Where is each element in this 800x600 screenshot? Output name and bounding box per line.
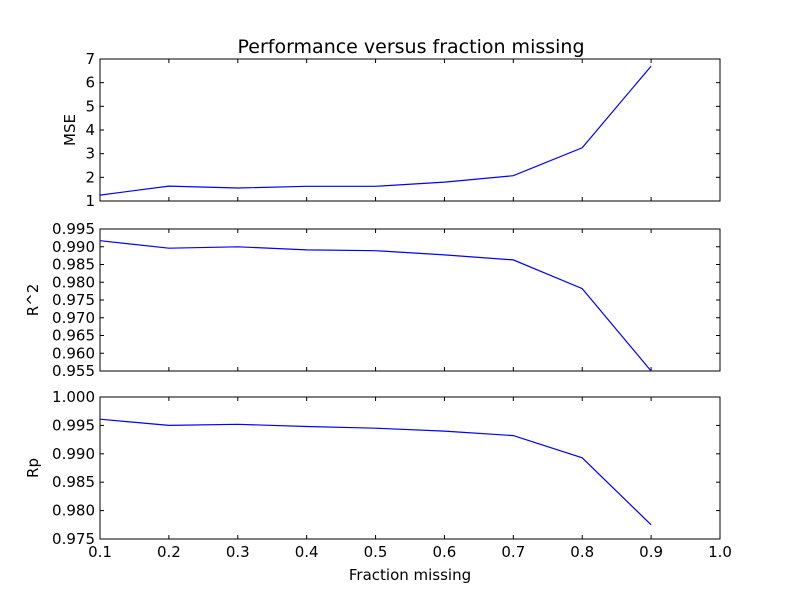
x-tick-label: 0.4	[295, 543, 319, 561]
subplots: 1234567MSE0.9550.9600.9650.9700.9750.980…	[24, 50, 732, 561]
x-tick-label: 0.9	[639, 543, 663, 561]
x-axis-label: Fraction missing	[349, 566, 471, 584]
y-tick-label: 0.975	[52, 530, 95, 548]
y-tick-label: 6	[85, 74, 95, 92]
axes-frame	[99, 396, 721, 540]
y-tick-label: 0.965	[52, 327, 95, 345]
y-tick-label: 4	[85, 121, 95, 139]
y-tick-label: 0.990	[52, 238, 95, 256]
y-tick-label: 2	[85, 168, 95, 186]
series-line	[99, 240, 652, 372]
axes-frame	[99, 58, 721, 202]
y-tick-label: 0.980	[52, 502, 95, 520]
x-tick-label: 1.0	[708, 543, 732, 561]
series-line	[99, 418, 652, 526]
x-tick-label: 0.6	[433, 543, 457, 561]
y-tick-label: 1	[85, 192, 95, 210]
y-tick-label: 3	[85, 145, 95, 163]
y-axis-label: Rp	[24, 458, 42, 478]
y-tick-label: 5	[85, 97, 95, 115]
y-tick-label: 0.995	[52, 220, 95, 238]
x-tick-label: 0.5	[364, 543, 388, 561]
y-tick-label: 0.980	[52, 273, 95, 291]
chart-title: Performance versus fraction missing	[237, 36, 584, 58]
y-tick-label: 7	[85, 50, 95, 68]
y-axis-label: R^2	[24, 284, 42, 317]
x-tick-label: 0.8	[570, 543, 594, 561]
y-tick-label: 0.995	[52, 416, 95, 434]
subplot-3: 0.975 0.980 0.985 0.990 0.995 1.000 0.1 0.2 0.3 0…	[24, 388, 732, 561]
subplot-2: 0.9550.9600.9650.9700.9750.9800.9850.990…	[24, 220, 721, 380]
axes-frame	[99, 228, 721, 372]
y-tick-label: 0.970	[52, 309, 95, 327]
y-tick-label: 0.985	[52, 473, 95, 491]
x-tick-label: 0.3	[226, 543, 250, 561]
y-axis-label: MSE	[61, 114, 79, 146]
y-tick-label: 0.955	[52, 362, 95, 380]
y-tick-label: 1.000	[52, 388, 95, 406]
subplot-1: 1 2 3 4 5 6 7 MSE	[61, 50, 721, 210]
x-tick-label: 0.1	[88, 543, 112, 561]
y-tick-label: 0.985	[52, 256, 95, 274]
series-line	[99, 65, 652, 196]
y-tick-label: 0.990	[52, 445, 95, 463]
y-tick-label: 0.960	[52, 344, 95, 362]
y-tick-label: 0.975	[52, 291, 95, 309]
x-tick-label: 0.7	[501, 543, 525, 561]
x-tick-label: 0.2	[157, 543, 181, 561]
